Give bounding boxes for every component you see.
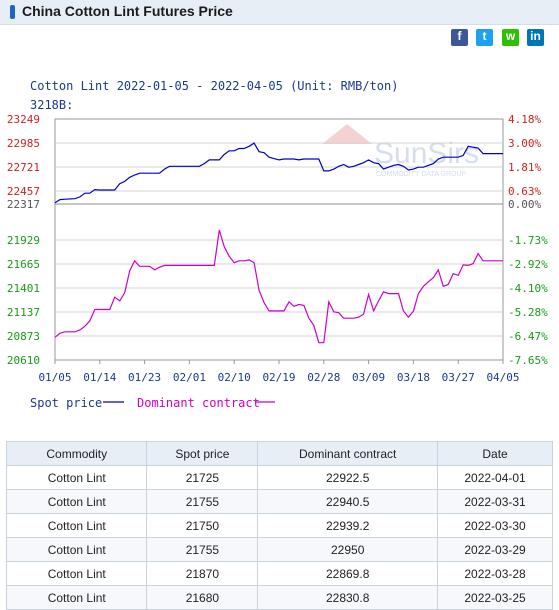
page-header: China Cotton Lint Futures Price bbox=[0, 0, 559, 25]
table-row: Cotton Lint 21755 22940.5 2022-03-31 bbox=[5, 489, 553, 514]
lower-right-tick-label: -4.10% bbox=[508, 282, 548, 295]
lower-left-tick-label: 21929 bbox=[7, 234, 40, 247]
x-tick-label: 02/01 bbox=[173, 371, 206, 384]
table-cell: 2022-03-28 bbox=[437, 561, 553, 586]
table-cell: 2022-03-31 bbox=[437, 489, 553, 514]
x-tick-label: 03/18 bbox=[397, 371, 430, 384]
table-row: Cotton Lint 21870 22869.8 2022-03-28 bbox=[5, 561, 553, 586]
lower-right-tick-label: -7.65% bbox=[508, 354, 548, 367]
table-cell: 21725 bbox=[146, 465, 259, 490]
spot-price-line bbox=[54, 142, 503, 204]
upper-left-tick-label: 22317 bbox=[7, 198, 40, 211]
table-cell: Cotton Lint bbox=[5, 585, 148, 610]
watermark-text: SunSirs bbox=[374, 137, 479, 170]
price-table: Commodity Spot price Dominant contract Date… bbox=[5, 441, 553, 610]
table-cell: 21755 bbox=[146, 489, 259, 514]
facebook-glyph: f bbox=[457, 29, 462, 43]
column-header: Dominant contract bbox=[257, 441, 439, 466]
linkedin-glyph: in bbox=[530, 29, 541, 43]
legend-label-spot: Spot price bbox=[30, 396, 102, 410]
x-tick-label: 01/14 bbox=[83, 371, 116, 384]
lower-left-tick-label: 21665 bbox=[7, 258, 40, 271]
upper-left-tick-label: 22985 bbox=[7, 137, 40, 150]
table-cell: Cotton Lint bbox=[5, 513, 148, 538]
upper-right-tick-label: 1.81% bbox=[508, 161, 541, 174]
page-title: China Cotton Lint Futures Price bbox=[22, 3, 233, 19]
table-header-row: Commodity Spot price Dominant contract Date bbox=[5, 441, 553, 466]
lower-right-tick-label: -6.47% bbox=[508, 330, 548, 343]
facebook-icon[interactable]: f bbox=[451, 29, 468, 46]
upper-right-tick-label: 4.18% bbox=[508, 113, 541, 126]
lower-left-tick-label: 20873 bbox=[7, 330, 40, 343]
table-cell: 22922.5 bbox=[257, 465, 439, 490]
lower-left-tick-label: 20610 bbox=[7, 354, 40, 367]
table-row: Cotton Lint 21750 22939.2 2022-03-30 bbox=[5, 513, 553, 538]
price-chart: Cotton Lint 2022-01-05 - 2022-04-05 (Uni… bbox=[0, 70, 559, 415]
table-cell: 22830.8 bbox=[257, 585, 439, 610]
watermark-logo-icon bbox=[322, 124, 372, 144]
chart-title: Cotton Lint 2022-01-05 - 2022-04-05 (Uni… bbox=[30, 79, 398, 93]
table-cell: 22939.2 bbox=[257, 513, 439, 538]
table-cell: 2022-03-25 bbox=[437, 585, 553, 610]
table-row: Cotton Lint 21725 22922.5 2022-04-01 bbox=[5, 465, 553, 490]
table-cell: 21680 bbox=[146, 585, 259, 610]
table-row: Cotton Lint 21755 22950 2022-03-29 bbox=[5, 537, 553, 562]
table-cell: 21870 bbox=[146, 561, 259, 586]
table-body: Cotton Lint 21725 22922.5 2022-04-01 Cotton … bbox=[5, 465, 553, 610]
wechat-glyph: w bbox=[505, 29, 516, 43]
x-tick-label: 03/09 bbox=[352, 371, 385, 384]
table-cell: Cotton Lint bbox=[5, 537, 148, 562]
twitter-glyph: t bbox=[482, 29, 487, 43]
upper-left-tick-label: 23249 bbox=[7, 113, 40, 126]
upper-left-tick-label: 22457 bbox=[7, 185, 40, 198]
x-tick-label: 01/23 bbox=[128, 371, 161, 384]
upper-right-tick-label: 0.00% bbox=[508, 198, 541, 211]
table-cell: Cotton Lint bbox=[5, 465, 148, 490]
table-row: Cotton Lint 21680 22830.8 2022-03-25 bbox=[5, 585, 553, 610]
table-cell: 21755 bbox=[146, 537, 259, 562]
lower-right-tick-label: -5.28% bbox=[508, 306, 548, 319]
lower-right-tick-label: -2.92% bbox=[508, 258, 548, 271]
table-cell: 2022-03-30 bbox=[437, 513, 553, 538]
upper-right-tick-label: 3.00% bbox=[508, 137, 541, 150]
lower-left-tick-label: 21401 bbox=[7, 282, 40, 295]
twitter-icon[interactable]: t bbox=[476, 29, 493, 46]
table-cell: Cotton Lint bbox=[5, 561, 148, 586]
title-accent-bar bbox=[10, 5, 15, 19]
table-cell: 21750 bbox=[146, 513, 259, 538]
table-cell: 22869.8 bbox=[257, 561, 439, 586]
dominant-contract-line bbox=[54, 229, 503, 344]
legend-label-dominant: Dominant contract bbox=[137, 396, 260, 410]
column-header: Commodity bbox=[5, 441, 148, 466]
wechat-icon[interactable]: w bbox=[502, 29, 519, 46]
lower-left-tick-label: 21137 bbox=[7, 306, 40, 319]
linkedin-icon[interactable]: in bbox=[527, 29, 544, 46]
table-cell: 22950 bbox=[257, 537, 439, 562]
watermark-subtext: COMMODITY DATA GROUP bbox=[376, 171, 467, 178]
chart-svg: Cotton Lint 2022-01-05 - 2022-04-05 (Uni… bbox=[7, 79, 548, 410]
upper-right-tick-label: 0.63% bbox=[508, 185, 541, 198]
table-cell: 2022-04-01 bbox=[437, 465, 553, 490]
chart-ylabel: 3218B: bbox=[30, 98, 73, 112]
upper-left-tick-label: 22721 bbox=[7, 161, 40, 174]
x-tick-label: 02/10 bbox=[218, 371, 251, 384]
x-tick-label: 04/05 bbox=[486, 371, 519, 384]
x-tick-label: 02/28 bbox=[307, 371, 340, 384]
column-header: Date bbox=[437, 441, 553, 466]
column-header: Spot price bbox=[146, 441, 259, 466]
x-tick-label: 01/05 bbox=[38, 371, 71, 384]
table-cell: 22940.5 bbox=[257, 489, 439, 514]
lower-right-tick-label: -1.73% bbox=[508, 234, 548, 247]
x-tick-label: 02/19 bbox=[262, 371, 295, 384]
table-cell: 2022-03-29 bbox=[437, 537, 553, 562]
table-cell: Cotton Lint bbox=[5, 489, 148, 514]
x-tick-label: 03/27 bbox=[442, 371, 475, 384]
